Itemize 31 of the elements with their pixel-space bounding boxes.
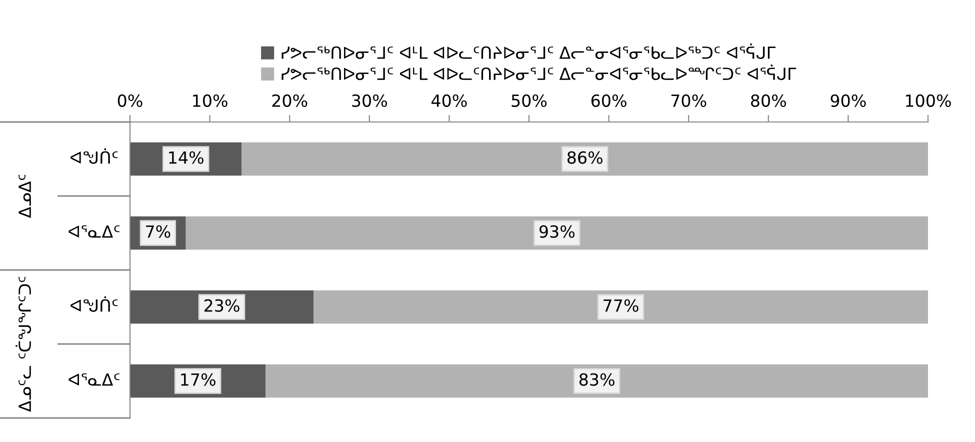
- x-tick-label: 100%: [906, 94, 951, 107]
- text: ᐃᓄᐃᑦ: [18, 174, 31, 218]
- x-tick-label: 90%: [830, 94, 866, 107]
- data-label: 7%: [146, 225, 170, 238]
- legend-label: ᓯᕗᓕᖅᑎᐅᓂᕐᒧᑦ ᐊᒻᒪ ᐊᐅᓚᑦᑎᔨᐅᓂᕐᒧᑦ ᐃᓕᓐᓂᐊᕐᓂᖃᓚᐅᖅᑐᑦ ᐊᕐᕌᒍᒥ: [282, 44, 776, 59]
- bar: [266, 364, 928, 398]
- text: ᐃᓄᑦᓚ ᑦᑖᖑᖏᑦᑐᑦ: [16, 276, 32, 412]
- data-label: 17%: [181, 373, 216, 386]
- data-label: 86%: [567, 151, 602, 164]
- y-tick-label: ᐊᖑᑏᑦ: [70, 148, 118, 164]
- x-tick-label: 0%: [118, 94, 142, 107]
- bar: [314, 290, 928, 324]
- data-label: 77%: [604, 299, 638, 312]
- data-label: 83%: [579, 373, 614, 386]
- x-tick-label: 80%: [751, 94, 786, 107]
- data-label: 93%: [539, 225, 575, 238]
- x-tick-label: 30%: [352, 94, 387, 107]
- bar: [186, 216, 928, 250]
- bar: [242, 142, 928, 176]
- x-tick-label: 70%: [671, 94, 706, 107]
- y-tick-label: ᐊᖑᑏᑦ: [70, 296, 118, 312]
- x-tick-label: 50%: [512, 94, 547, 107]
- x-tick-label: 20%: [272, 94, 308, 107]
- x-tick-label: 10%: [193, 94, 228, 107]
- data-label: 23%: [204, 299, 240, 312]
- x-tick-label: 60%: [591, 94, 626, 107]
- legend-label: ᓯᕗᓕᖅᑎᐅᓂᕐᒧᑦ ᐊᒻᒪ ᐊᐅᓚᑦᑎᔨᐅᓂᕐᒧᑦ ᐃᓕᓐᓂᐊᕐᓂᖃᓚᐅᙱᑦᑐᑦ ᐊᕐᕌᒍᒥ: [282, 64, 796, 80]
- data-label: 14%: [169, 151, 204, 164]
- x-tick-label: 40%: [431, 94, 467, 107]
- y-tick-label: ᐊᕐᓇᐃᑦ: [68, 373, 120, 386]
- y-tick-label: ᐊᕐᓇᐃᑦ: [68, 225, 120, 238]
